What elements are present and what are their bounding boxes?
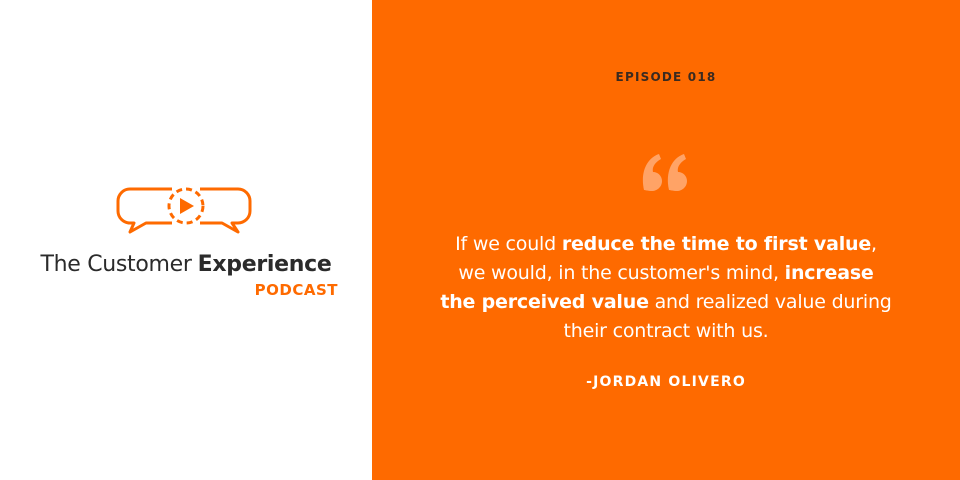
- quote-text: we would, in the customer's mind,: [458, 262, 785, 284]
- quote-text: ,: [871, 233, 877, 255]
- quote-text: their contract with us.: [563, 320, 769, 342]
- episode-label: EPISODE 018: [615, 70, 717, 84]
- quote-panel: EPISODE 018 If we could reduce the time …: [372, 0, 960, 480]
- logo-icon: [116, 187, 252, 234]
- logo-panel: The Customer Experience PODCAST: [0, 0, 372, 480]
- quote-mark: [642, 154, 687, 191]
- quote-emphasis: increase: [784, 262, 874, 284]
- quote-text: and realized value during: [648, 291, 892, 313]
- quote-line: their contract with us.: [372, 317, 960, 346]
- quote-line: If we could reduce the time to first val…: [372, 230, 960, 259]
- logo-subtitle: PODCAST: [254, 281, 338, 299]
- logo-title-bold: Experience: [197, 252, 332, 277]
- quote-line: we would, in the customer's mind, increa…: [372, 259, 960, 288]
- logo-title-regular: The Customer: [40, 252, 192, 277]
- quote: If we could reduce the time to first val…: [372, 230, 960, 346]
- quote-emphasis: the perceived value: [440, 291, 649, 313]
- quote-emphasis: reduce the time to first value: [561, 233, 872, 255]
- quote-text: If we could: [455, 233, 562, 255]
- logo-title: The Customer Experience: [0, 252, 372, 277]
- quote-line: the perceived value and realized value d…: [372, 288, 960, 317]
- author: -JORDAN OLIVERO: [586, 374, 746, 390]
